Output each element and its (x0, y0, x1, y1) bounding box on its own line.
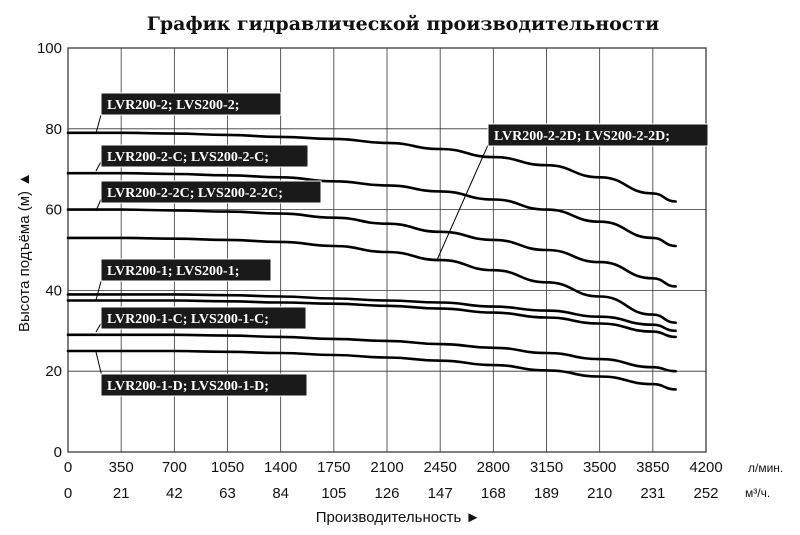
curve-label-text: LVR200-1-C; LVS200-1-C; (107, 312, 269, 327)
x-tick-label-primary: 3850 (636, 459, 669, 476)
y-tick-label: 100 (37, 40, 62, 57)
x-tick-label-secondary: 105 (321, 485, 346, 502)
x-tick-label-secondary: 252 (693, 485, 718, 502)
x-tick-label-secondary: 42 (166, 485, 183, 502)
curve-series-6 (66, 299, 677, 339)
y-tick-label: 0 (54, 444, 62, 461)
curve-label-text: LVR200-1; LVS200-1; (107, 264, 239, 279)
x-tick-label-primary: 2100 (370, 459, 403, 476)
x-tick-label-primary: 1750 (317, 459, 350, 476)
y-tick-label: 80 (45, 121, 62, 138)
x-tick-label-secondary: 147 (428, 485, 453, 502)
y-tick-label: 40 (45, 282, 62, 299)
curve-labels: LVR200-2; LVS200-2; LVR200-2-C; LVS200-2-… (100, 92, 709, 397)
curve-series-5 (66, 293, 677, 333)
curve-series-8 (66, 349, 677, 391)
x-unit-primary: л/мин. (748, 461, 783, 475)
x-tick-label-secondary: 189 (534, 485, 559, 502)
y-axis-label: Высота подъёма (м) ▲ (16, 172, 33, 332)
x-tick-label-primary: 1400 (264, 459, 297, 476)
x-tick-label-secondary: 210 (587, 485, 612, 502)
x-tick-label-secondary: 84 (272, 485, 289, 502)
curve-series-4 (66, 236, 677, 324)
x-tick-label-secondary: 21 (113, 485, 130, 502)
x-tick-label-secondary: 231 (640, 485, 665, 502)
x-unit-secondary: м³/ч. (745, 486, 770, 500)
x-tick-label-secondary: 126 (374, 485, 399, 502)
x-tick-label-primary: 0 (64, 459, 72, 476)
curve-label-text: LVR200-2-2D; LVS200-2-2D; (494, 129, 670, 144)
curve-series-3 (66, 208, 677, 288)
x-tick-label-secondary: 168 (481, 485, 506, 502)
x-tick-label-primary: 4200 (689, 459, 722, 476)
curve-series-2 (66, 171, 677, 248)
curve-label-box (100, 144, 309, 168)
x-tick-label-primary: 1050 (211, 459, 244, 476)
curve-label-box (100, 92, 282, 116)
x-tick-label-primary: 2450 (423, 459, 456, 476)
curve-series-1 (66, 131, 677, 203)
curve-label-box (100, 306, 307, 330)
curve-series-7 (66, 333, 677, 373)
curve-label-box (100, 180, 322, 204)
x-tick-label-primary: 3150 (530, 459, 563, 476)
curve-label-box (100, 373, 308, 397)
curve-label-text: LVR200-2; LVS200-2; (107, 98, 239, 113)
x-tick-label-secondary: 63 (219, 485, 236, 502)
curves (66, 131, 677, 391)
x-tick-label-primary: 2800 (477, 459, 510, 476)
curve-label-text: LVR200-2-2C; LVS200-2-2C; (107, 186, 283, 201)
y-tick-label: 20 (45, 363, 62, 380)
x-axis-label: Производительность ► (316, 509, 481, 526)
x-tick-label-secondary: 0 (64, 485, 72, 502)
chart-title: График гидравлической производительности (147, 13, 660, 35)
curve-label-box (487, 123, 709, 147)
x-tick-label-primary: 3500 (583, 459, 616, 476)
curve-label-text: LVR200-1-D; LVS200-1-D; (107, 379, 269, 394)
label-leader-line (436, 135, 493, 261)
curve-label-text: LVR200-2-C; LVS200-2-C; (107, 150, 269, 165)
curve-label-box (100, 258, 272, 282)
y-tick-label: 60 (45, 202, 62, 219)
x-tick-label-primary: 700 (162, 459, 187, 476)
x-tick-label-primary: 350 (109, 459, 134, 476)
